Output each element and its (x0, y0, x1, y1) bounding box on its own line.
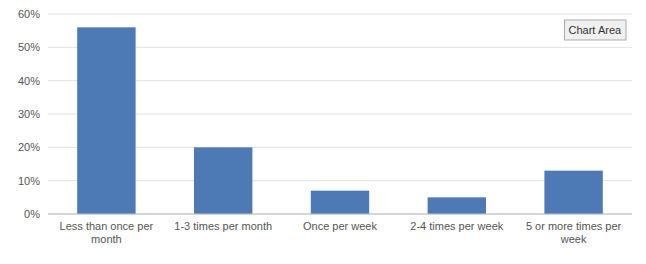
x-tick-label: 5 or more times perweek (526, 220, 622, 245)
annotation-box (565, 20, 626, 40)
grid (48, 14, 632, 214)
y-tick-label: 40% (18, 75, 40, 87)
bar (428, 197, 486, 214)
bar (311, 191, 369, 214)
bar (77, 27, 135, 214)
y-tick-label: 0% (24, 208, 40, 220)
y-tick-label: 20% (18, 141, 40, 153)
chart: 0% 10% 20% 30% 40% 50% 60% Less than once permo… (0, 0, 646, 264)
x-tick-label: Less than once permonth (60, 220, 154, 245)
annotation: Chart Area (565, 20, 626, 40)
bar (194, 147, 252, 214)
annotation-text: Chart Area (569, 24, 622, 36)
grid-line (48, 14, 632, 15)
bars (77, 27, 603, 214)
bar (544, 171, 602, 214)
x-tick-label: 2-4 times per week (410, 220, 503, 232)
y-tick-label: 10% (18, 175, 40, 187)
x-tick-label: Once per week (303, 220, 377, 232)
grid-line (48, 214, 632, 215)
x-tick-label: 1-3 times per month (174, 220, 272, 232)
y-tick-label: 50% (18, 41, 40, 53)
y-tick-label: 60% (18, 8, 40, 20)
x-axis-line (48, 214, 632, 215)
y-tick-label: 30% (18, 108, 40, 120)
